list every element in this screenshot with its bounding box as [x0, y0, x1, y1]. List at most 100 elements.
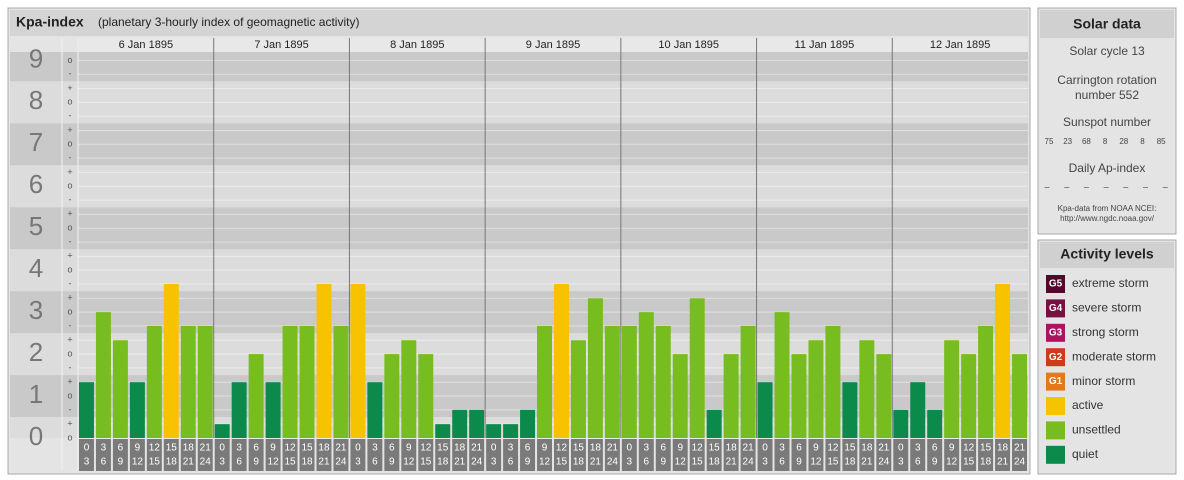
ap-value: – — [1044, 181, 1049, 191]
hour-label: 3 — [84, 457, 90, 468]
bar — [95, 312, 111, 438]
legend-label: unsettled — [1072, 423, 1121, 437]
bar — [842, 382, 858, 438]
hour-label: 12 — [827, 443, 839, 454]
hour-label: 6 — [932, 443, 938, 454]
bar — [808, 340, 824, 438]
hour-cell — [112, 439, 128, 471]
bar — [978, 325, 994, 438]
y-tick-label: 5 — [29, 211, 43, 241]
minor-tick-label: o — [67, 97, 72, 107]
hour-label: 6 — [236, 457, 242, 468]
hour-label: 12 — [403, 457, 415, 468]
hour-label: 18 — [726, 443, 738, 454]
hour-label: 18 — [166, 457, 178, 468]
hour-label: 24 — [607, 457, 619, 468]
bar — [231, 382, 247, 438]
legend-label: moderate storm — [1072, 349, 1156, 363]
subtitle: (planetary 3-hourly index of geomagnetic… — [98, 15, 359, 29]
band — [10, 123, 1028, 166]
hour-label: 0 — [898, 443, 904, 454]
hour-cell — [554, 439, 569, 471]
hour-label: 3 — [101, 443, 107, 454]
hour-label: 18 — [301, 457, 313, 468]
hour-label: 12 — [539, 457, 551, 468]
hour-label: 3 — [355, 457, 361, 468]
minor-tick-label: o — [67, 181, 72, 191]
hour-label: 0 — [219, 443, 225, 454]
hour-label: 6 — [644, 457, 650, 468]
band — [10, 52, 1028, 82]
legend-label: active — [1072, 398, 1104, 412]
legend-label: extreme storm — [1072, 276, 1149, 290]
hour-label: 6 — [779, 457, 785, 468]
minor-tick-label: - — [69, 194, 72, 204]
y-tick-label: 3 — [29, 295, 43, 325]
hour-cell — [197, 439, 213, 471]
hour-label: 0 — [491, 443, 497, 454]
hour-label: 21 — [183, 457, 195, 468]
legend-swatch — [1046, 299, 1065, 318]
bar — [944, 340, 960, 438]
hour-label: 12 — [556, 443, 568, 454]
hour-label: 3 — [219, 457, 225, 468]
hour-cell — [180, 439, 196, 471]
hour-label: 3 — [762, 457, 768, 468]
day-label: 9 Jan 1895 — [526, 39, 580, 51]
legend-code: G2 — [1049, 352, 1063, 363]
hour-label: 12 — [420, 443, 432, 454]
minor-tick-label: + — [67, 293, 72, 303]
minor-tick-label: o — [67, 265, 72, 275]
bar — [859, 340, 875, 438]
hour-cell — [825, 439, 841, 471]
carrington: number 552 — [1075, 88, 1139, 102]
y-tick-label: 0 — [29, 421, 43, 451]
hour-label: 3 — [372, 443, 378, 454]
bar — [316, 284, 332, 438]
solar-panel — [1037, 7, 1177, 235]
y-tick-label: 4 — [29, 253, 43, 283]
bar — [723, 354, 739, 438]
title-bar — [10, 10, 1028, 36]
hour-label: 12 — [692, 443, 704, 454]
bar — [927, 409, 943, 438]
hour-label: 9 — [796, 457, 802, 468]
minor-tick-label: o — [67, 55, 72, 65]
sunspot-number: 75 — [1045, 137, 1054, 146]
sunspot-number: 68 — [1082, 137, 1091, 146]
ap-value: – — [1104, 181, 1109, 191]
hour-label: 0 — [762, 443, 768, 454]
hour-label: 18 — [454, 443, 466, 454]
hour-cell — [367, 439, 383, 471]
minor-tick-label: o — [67, 390, 72, 400]
hour-label: 15 — [827, 457, 839, 468]
carrington: Carrington rotation — [1057, 73, 1156, 87]
minor-tick-label: - — [69, 236, 72, 246]
hour-cell — [79, 439, 94, 471]
bar — [384, 354, 400, 438]
day-label: 11 Jan 1895 — [795, 39, 855, 51]
hour-cell — [129, 439, 145, 471]
hour-cell — [689, 439, 705, 471]
hour-label: 9 — [949, 443, 955, 454]
sunspot-number: 8 — [1103, 137, 1108, 146]
ap-value: – — [1084, 181, 1089, 191]
bar — [672, 354, 688, 438]
hour-label: 15 — [284, 457, 296, 468]
legend-swatch — [1046, 348, 1065, 367]
hour-label: 9 — [270, 443, 276, 454]
bar — [418, 354, 434, 438]
hour-label: 15 — [301, 443, 313, 454]
hour-label: 9 — [253, 457, 259, 468]
bar — [333, 325, 349, 438]
hour-cell — [299, 439, 315, 471]
hour-cell — [774, 439, 790, 471]
hour-label: 9 — [677, 443, 683, 454]
minor-tick-label: - — [69, 320, 72, 330]
hour-cell — [146, 439, 162, 471]
hour-label: 15 — [166, 443, 178, 454]
hour-label: 21 — [726, 457, 738, 468]
hour-label: 12 — [946, 457, 958, 468]
hour-cell — [452, 439, 468, 471]
hour-cell — [927, 439, 943, 471]
